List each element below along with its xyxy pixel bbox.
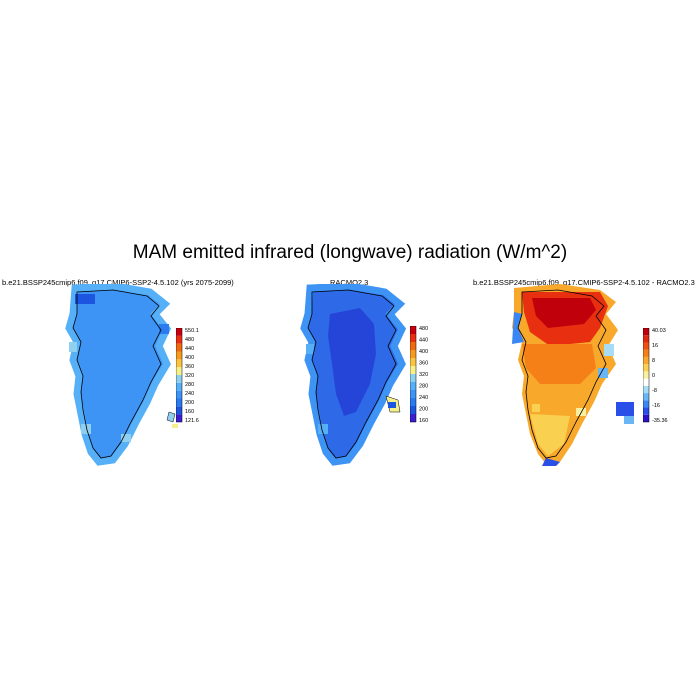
colorbar-swatch [176,382,182,391]
map-panel-model [65,284,178,466]
colorbar-swatch [643,407,649,415]
colorbar-label: 440 [419,338,428,344]
island-outline [166,411,176,423]
colorbar-label: 320 [419,372,428,378]
colorbar-swatch [176,367,182,375]
colorbar-swatch [410,334,416,342]
colorbar-label: 280 [419,384,428,390]
colorbar-label: -8 [652,388,657,394]
colorbar-swatch [410,342,416,350]
colorbar-swatch [176,351,182,360]
coastline [72,289,162,459]
greenland-field [512,284,634,466]
colorbar-label: 8 [652,358,655,364]
colorbar-swatch [410,326,416,334]
figure-title: MAM emitted infrared (longwave) radiatio… [132,242,568,263]
colorbar-swatch [643,400,649,408]
colorbar-label: -35.36 [652,418,668,424]
map-panel-difference [512,284,634,466]
greenland-field [300,284,407,466]
colorbar-label: 0 [652,373,655,379]
colorbar-swatch [176,375,182,383]
colorbar-label: 400 [419,349,428,355]
colorbar-label: 480 [185,337,194,343]
colorbar-swatch [410,382,416,390]
colorbar-swatch [643,356,649,365]
colorbar-swatch [643,328,649,336]
colorbar-label: 550.1 [185,328,199,334]
colorbar-swatch [643,342,649,350]
colorbar-swatch [643,335,649,343]
colorbar-swatch [643,385,649,394]
coastline [307,289,397,459]
colorbar-label: 16 [652,343,658,349]
colorbar-swatch [176,406,182,415]
colorbar-label: 440 [185,346,194,352]
colorbar-label: -16 [652,403,660,409]
colorbar-swatch [176,328,182,336]
colorbar-swatch [410,398,416,406]
colorbar-swatch [643,364,649,372]
colorbar-label: 280 [185,382,194,388]
colorbar-swatch [643,393,649,401]
colorbar-label: 400 [185,355,194,361]
colorbar-swatch [410,374,416,382]
colorbar-label: 200 [185,400,194,406]
colorbar-swatch [410,366,416,374]
panel-1-title: b.e21.BSSP245cmip6.f09_g17.CMIP6-SSP2-4.… [2,278,234,287]
colorbar-label: 121.6 [185,418,199,424]
coastline [517,289,607,459]
colorbar-swatch [176,414,182,422]
map-panel-racmo [300,284,407,466]
colorbar-swatch [410,358,416,366]
colorbar-swatch [176,335,182,344]
colorbar-label: 360 [419,361,428,367]
colorbar-label: 160 [185,409,194,415]
colorbar-swatch [410,414,416,422]
colorbar-label: 240 [185,391,194,397]
colorbar-label: 200 [419,407,428,413]
greenland-field [65,284,172,466]
colorbar-swatch [176,343,182,352]
panel-3-title: b.e21.BSSP245cmip6.f09_g17.CMIP6-SSP2-4.… [473,278,695,287]
colorbar-label: 360 [185,364,194,370]
colorbar-swatch [410,350,416,358]
colorbar-label: 240 [419,395,428,401]
panel-2-title: RACMO2.3 [330,278,369,287]
colorbar-racmo: 480 440 400 360 320 280 240 200 160 [410,326,428,424]
colorbar-swatch [643,414,649,422]
colorbar-model: 550.1 480 440 400 360 320 280 240 200 160 121.6 [176,328,199,424]
colorbar-label: 40.03 [652,328,666,334]
colorbar-swatch [410,390,416,398]
colorbar-swatch [176,398,182,407]
colorbar-swatch [176,390,182,399]
colorbar-swatch [176,359,182,368]
colorbar-swatch [643,378,649,386]
colorbar-label: 480 [419,326,428,332]
colorbar-swatch [643,371,649,379]
colorbar-swatch [410,406,416,414]
colorbar-label: 160 [419,418,428,424]
colorbar-label: 320 [185,373,194,379]
colorbar-difference: 40.03 16 8 0 -8 -16 -35.36 [643,328,668,424]
colorbar-swatch [643,349,649,357]
